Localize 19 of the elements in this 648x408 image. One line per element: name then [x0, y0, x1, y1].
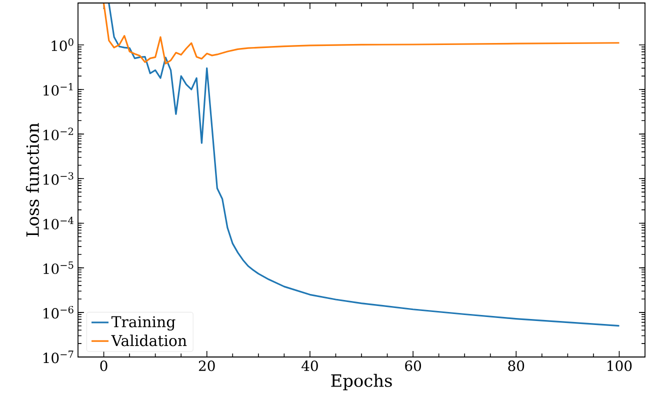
- y-tick-label: 10$^{−7}$: [44, 350, 74, 364]
- x-axis-title: Epochs: [331, 374, 392, 390]
- x-tick-label: 0: [100, 360, 108, 372]
- y-tick-label: 10$^{−4}$: [44, 216, 74, 230]
- y-tick-label: 10$^{−3}$: [44, 172, 74, 185]
- y-tick-label: 10$^{0}$: [52, 38, 74, 52]
- y-axis-title: Loss function: [26, 122, 39, 237]
- x-tick-label: 100: [608, 360, 632, 372]
- x-tick-label: 20: [198, 360, 215, 372]
- legend-label: Training: [111, 316, 176, 330]
- y-tick-label: 10$^{−6}$: [44, 306, 74, 319]
- y-tick-label: 10$^{−5}$: [44, 262, 74, 274]
- x-tick-label: 40: [302, 360, 318, 372]
- y-tick-label: 10$^{−1}$: [44, 83, 73, 96]
- x-tick-label: 80: [508, 360, 524, 372]
- x-tick-label: 60: [405, 360, 421, 372]
- line-series: [102, 3, 620, 64]
- y-tick-label: 10$^{−2}$: [44, 128, 74, 140]
- legend-label: Validation: [111, 334, 187, 346]
